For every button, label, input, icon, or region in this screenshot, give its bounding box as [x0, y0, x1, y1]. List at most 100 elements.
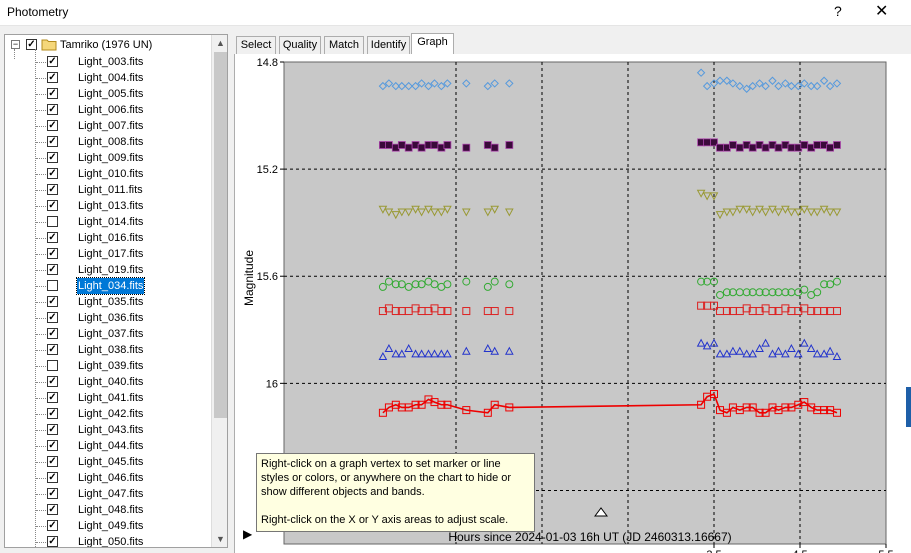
data-point[interactable] — [404, 282, 413, 291]
tab-graph[interactable]: Graph — [411, 33, 454, 55]
file-checkbox[interactable] — [47, 280, 58, 291]
data-point[interactable] — [799, 205, 809, 214]
data-point[interactable] — [722, 349, 732, 358]
tree-item[interactable]: ✓ Light_040.fits — [5, 374, 210, 390]
data-point[interactable] — [404, 81, 413, 91]
data-point[interactable] — [728, 346, 738, 355]
tree-item[interactable]: ✓ Light_049.fits — [5, 518, 210, 534]
data-point[interactable] — [787, 81, 796, 91]
data-point[interactable] — [417, 280, 426, 289]
data-point[interactable] — [832, 352, 842, 361]
data-point[interactable] — [715, 211, 725, 220]
data-point[interactable] — [722, 408, 731, 417]
data-point[interactable] — [505, 280, 514, 289]
data-point[interactable] — [768, 288, 777, 297]
data-point[interactable] — [755, 307, 764, 316]
tree-item[interactable]: ✓ Light_010.fits — [5, 166, 210, 182]
file-checkbox[interactable]: ✓ — [47, 504, 58, 515]
data-point[interactable] — [774, 143, 783, 152]
file-checkbox[interactable]: ✓ — [47, 56, 58, 67]
tree-item[interactable]: ✓ Light_046.fits — [5, 470, 210, 486]
file-checkbox[interactable]: ✓ — [47, 88, 58, 99]
file-checkbox[interactable]: ✓ — [47, 184, 58, 195]
data-point[interactable] — [787, 208, 796, 217]
data-point[interactable] — [404, 343, 414, 353]
data-point[interactable] — [761, 81, 770, 91]
data-point[interactable] — [761, 208, 770, 217]
data-point[interactable] — [742, 288, 751, 297]
data-point[interactable] — [384, 79, 394, 88]
data-point[interactable] — [397, 349, 407, 358]
file-checkbox[interactable]: ✓ — [47, 408, 58, 419]
tab-match[interactable]: Match — [324, 36, 364, 55]
data-point[interactable] — [820, 307, 829, 316]
file-checkbox[interactable]: ✓ — [47, 232, 58, 243]
tree-item[interactable]: ✓ Light_043.fits — [5, 422, 210, 438]
data-point[interactable] — [833, 141, 841, 149]
data-point[interactable] — [443, 280, 452, 289]
data-point[interactable] — [424, 395, 433, 404]
tree-item[interactable]: ✓ Light_017.fits — [5, 246, 210, 262]
tree-item[interactable]: ✓ Light_041.fits — [5, 390, 210, 406]
data-point[interactable] — [397, 208, 407, 217]
data-point[interactable] — [755, 408, 764, 417]
data-point[interactable] — [696, 338, 706, 347]
data-point[interactable] — [404, 208, 414, 217]
data-point[interactable] — [710, 138, 718, 147]
data-point[interactable] — [812, 349, 822, 358]
data-point[interactable] — [761, 143, 770, 152]
data-point[interactable] — [697, 301, 706, 310]
data-point[interactable] — [781, 288, 790, 297]
data-point[interactable] — [794, 307, 803, 316]
data-point[interactable] — [443, 349, 452, 358]
data-point[interactable] — [832, 408, 841, 417]
data-point[interactable] — [735, 346, 745, 355]
file-checkbox[interactable]: ✓ — [47, 152, 58, 163]
data-point[interactable] — [832, 208, 842, 217]
tree-item[interactable]: ✓ Light_008.fits — [5, 134, 210, 150]
data-point[interactable] — [483, 81, 493, 91]
data-point[interactable] — [807, 307, 816, 316]
data-point[interactable] — [794, 81, 803, 91]
tree-item[interactable]: ✓ Light_036.fits — [5, 310, 210, 326]
x-axis-marker-icon[interactable] — [594, 507, 608, 517]
data-point[interactable] — [697, 400, 706, 409]
file-checkbox[interactable]: ✓ — [47, 296, 58, 307]
data-point[interactable] — [819, 349, 829, 358]
data-point[interactable] — [735, 81, 745, 91]
tree-item[interactable]: ✓ Light_011.fits — [5, 182, 210, 198]
collapse-icon[interactable]: − — [11, 39, 20, 49]
data-point[interactable] — [504, 346, 514, 355]
data-point[interactable] — [710, 390, 718, 399]
tree-item[interactable]: ✓ Light_048.fits — [5, 502, 210, 518]
data-point[interactable] — [417, 400, 426, 409]
data-point[interactable] — [820, 280, 829, 289]
data-point[interactable] — [417, 349, 426, 358]
file-checkbox[interactable]: ✓ — [47, 472, 58, 483]
data-point[interactable] — [768, 349, 777, 358]
data-point[interactable] — [397, 280, 406, 289]
data-point[interactable] — [722, 208, 732, 217]
data-point[interactable] — [820, 406, 829, 415]
data-point[interactable] — [417, 143, 426, 152]
tab-select[interactable]: Select — [236, 36, 276, 55]
file-checkbox[interactable]: ✓ — [47, 488, 58, 499]
data-point[interactable] — [819, 76, 829, 85]
data-point[interactable] — [378, 282, 387, 291]
data-point[interactable] — [825, 346, 835, 355]
scroll-thumb[interactable] — [214, 52, 227, 418]
file-checkbox[interactable]: ✓ — [47, 312, 58, 323]
tree-item[interactable]: ✓ Light_005.fits — [5, 86, 210, 102]
data-point[interactable] — [697, 277, 706, 286]
data-point[interactable] — [391, 211, 401, 220]
data-point[interactable] — [430, 349, 439, 358]
data-point[interactable] — [793, 349, 803, 358]
data-point[interactable] — [748, 403, 757, 412]
data-point[interactable] — [417, 79, 426, 88]
data-point[interactable] — [437, 208, 446, 217]
data-point[interactable] — [781, 79, 790, 88]
data-point[interactable] — [755, 288, 764, 297]
data-point[interactable] — [709, 79, 719, 88]
data-point[interactable] — [742, 304, 751, 313]
file-checkbox[interactable]: ✓ — [47, 72, 58, 83]
